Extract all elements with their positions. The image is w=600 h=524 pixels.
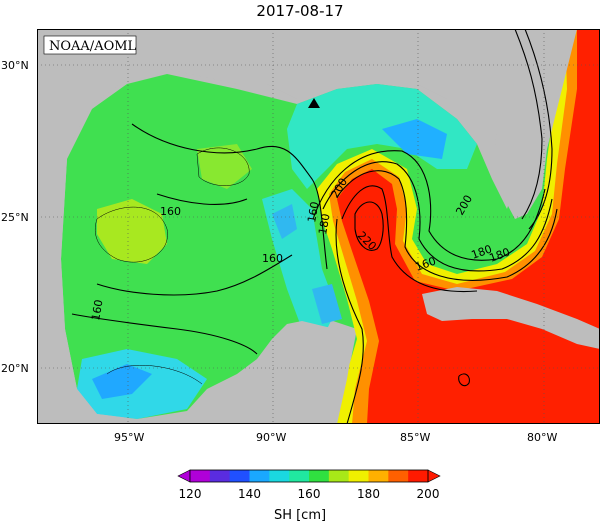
contour-160-south	[71, 313, 258, 355]
contour-label: 160	[262, 252, 283, 265]
colorbar-cell	[269, 470, 290, 482]
colorbar-cell	[209, 470, 231, 482]
blue-region-southwest	[92, 364, 152, 399]
contour-thin-3	[106, 365, 203, 385]
colorbar-cell	[229, 470, 250, 482]
station-marker	[308, 98, 320, 108]
florida-peninsula	[495, 29, 577, 219]
contour-loop-west	[335, 218, 364, 424]
map-svg: 160 160 160 160 180 180 160 200 200 220 …	[37, 29, 600, 424]
colorbar-ticks: 120 140 160 180 200	[179, 487, 440, 501]
blue-region-south	[312, 284, 342, 324]
contour-label: 180	[316, 213, 332, 236]
yellow-green-region	[97, 199, 167, 264]
colorbar-tick-label: 180	[357, 487, 380, 501]
blue-region-northeast	[382, 119, 447, 159]
colorbar-min-arrow	[177, 469, 191, 483]
lat-tick: 25°N	[1, 211, 29, 224]
contour-label: 160	[305, 201, 321, 224]
contour-220	[354, 201, 384, 251]
credit-box	[43, 35, 137, 55]
colorbar-label: SH [cm]	[274, 508, 326, 523]
colorbar: 120 140 160 180 200 SH [cm]	[177, 469, 441, 523]
contour-160-north	[131, 123, 328, 270]
yellow-green-region-north	[197, 144, 252, 189]
blue-region-central	[272, 204, 297, 239]
contour-180-1	[336, 170, 558, 281]
lat-tick: 20°N	[1, 362, 29, 375]
contour-eddy-south	[458, 373, 470, 387]
colorbar-cell	[408, 470, 429, 482]
contour-180-3	[312, 150, 546, 261]
contour-label: 160	[160, 205, 181, 218]
map-title: 2017-08-17	[256, 2, 344, 20]
contour-label: 160	[89, 299, 105, 322]
colorbar-cell	[190, 470, 211, 482]
colorbar-cells	[177, 469, 441, 483]
contour-thin-2	[196, 147, 250, 186]
lon-tick: 95°W	[114, 431, 144, 444]
colorbar-cell	[309, 470, 330, 482]
contour-200	[341, 185, 478, 293]
lon-tick: 80°W	[527, 431, 557, 444]
colorbar-tick-label: 200	[417, 487, 440, 501]
contours	[71, 29, 558, 424]
colorbar-max-arrow	[427, 469, 441, 483]
us-gulf-coast	[37, 29, 512, 149]
lon-tick: 85°W	[400, 431, 430, 444]
colorbar-tick-label: 120	[179, 487, 202, 501]
colorbar-border	[189, 469, 429, 483]
contour-loop-east	[514, 29, 543, 220]
colorbar-cell	[348, 470, 369, 482]
colorbar-cell	[328, 470, 350, 482]
contour-loop-east2	[524, 29, 553, 230]
colorbar-cell	[388, 470, 409, 482]
contour-thin-1	[94, 206, 168, 263]
colorbar-cell	[368, 470, 389, 482]
cyan-region-north	[287, 84, 477, 189]
contour-160-west	[96, 254, 293, 296]
cuba	[422, 287, 600, 349]
colorbar-cell	[249, 470, 270, 482]
colorbar-cell	[289, 470, 310, 482]
colorbar-tick-label: 160	[298, 487, 321, 501]
lat-tick: 30°N	[1, 59, 29, 72]
contour-160-central	[156, 193, 248, 205]
mexico-west	[37, 29, 97, 424]
credit-text: NOAA/AOML	[49, 39, 137, 54]
colorbar-tick-label: 140	[238, 487, 261, 501]
sea-height-map: 160 160 160 160 180 180 160 200 200 220 …	[37, 29, 600, 424]
contour-180-2	[322, 161, 553, 272]
mexico-south	[37, 321, 352, 424]
lon-tick: 90°W	[256, 431, 286, 444]
